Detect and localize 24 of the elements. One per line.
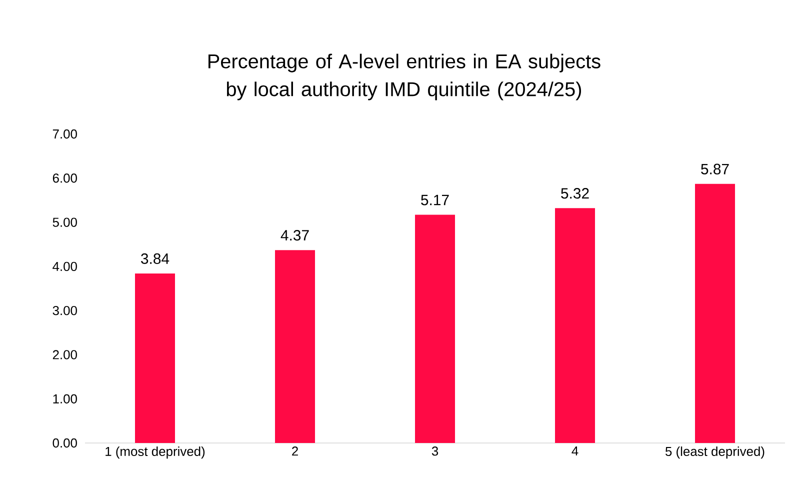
data-label: 5.17 (421, 194, 449, 206)
y-tick-label: 7.00 (52, 129, 77, 139)
y-tick-label: 0.00 (52, 438, 77, 448)
x-tick-label: 1 (most deprived) (106, 446, 205, 459)
y-tick-label: 2.00 (52, 350, 77, 360)
y-tick-label: 5.00 (52, 218, 77, 227)
y-tick-label: 3.00 (52, 306, 77, 316)
data-label: 4.37 (280, 230, 309, 241)
data-label: 5.87 (701, 164, 729, 174)
data-label: 3.84 (141, 253, 170, 264)
y-tick-label: 6.00 (52, 174, 77, 183)
x-tick-label: 5 (least deprived) (665, 446, 764, 459)
bar (695, 184, 736, 443)
data-label: 5.32 (561, 188, 589, 199)
bar (135, 273, 175, 443)
bar (275, 250, 316, 443)
x-tick-label: 4 (572, 446, 578, 456)
chart-title: Percentage of A-level entries in EA subjects by local authority IMD quintile (2024/25) (208, 54, 600, 100)
x-tick-label: 2 (292, 446, 298, 456)
y-tick-label: 4.00 (52, 262, 77, 272)
y-tick-label: 1.00 (53, 394, 77, 404)
x-tick-label: 3 (432, 446, 438, 456)
bar (555, 208, 596, 443)
bar (415, 214, 456, 443)
